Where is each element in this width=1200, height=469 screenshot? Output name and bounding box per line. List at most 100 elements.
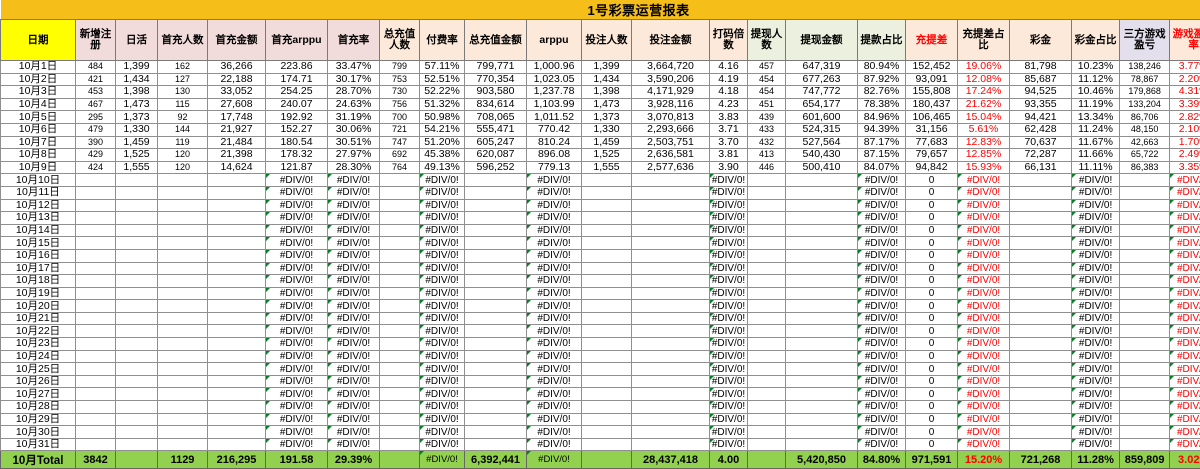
cell-prize_ratio[interactable]: #DIV/0! xyxy=(1072,401,1120,414)
cell-rec_amount[interactable] xyxy=(465,275,527,288)
cell-rw_diff_ratio[interactable]: #DIV/0! xyxy=(958,199,1010,212)
cell-date[interactable]: 10月15日 xyxy=(1,237,76,250)
cell-third_party[interactable] xyxy=(1120,199,1170,212)
total-cell-prize[interactable]: 721,268 xyxy=(1010,451,1072,469)
cell-wd_amount[interactable] xyxy=(786,275,858,288)
cell-fc_arppu[interactable]: #DIV/0! xyxy=(266,174,328,187)
cell-code_mult[interactable]: 4.16 xyxy=(710,61,748,74)
cell-wd_ratio[interactable]: 84.96% xyxy=(858,111,906,124)
cell-profit_rate[interactable]: #DIV/0! xyxy=(1170,287,1200,300)
table-row[interactable]: 10月20日#DIV/0!#DIV/0!#DIV/0!#DIV/0!#DIV/0… xyxy=(1,300,1200,313)
cell-wd_ratio[interactable]: #DIV/0! xyxy=(858,237,906,250)
cell-fc_amount[interactable] xyxy=(208,249,266,262)
cell-wd_users[interactable] xyxy=(748,249,786,262)
cell-fc_users[interactable]: 130 xyxy=(158,86,208,99)
cell-wd_users[interactable]: 439 xyxy=(748,111,786,124)
cell-date[interactable]: 10月16日 xyxy=(1,249,76,262)
cell-arppu[interactable]: #DIV/0! xyxy=(527,287,582,300)
cell-prize_ratio[interactable]: 10.46% xyxy=(1072,86,1120,99)
cell-fc_rate[interactable]: #DIV/0! xyxy=(328,375,380,388)
cell-rw_diff_ratio[interactable]: 12.83% xyxy=(958,136,1010,149)
cell-rec_users[interactable] xyxy=(380,224,420,237)
cell-fc_arppu[interactable]: #DIV/0! xyxy=(266,401,328,414)
cell-bet_amount[interactable]: 3,664,720 xyxy=(632,61,710,74)
cell-pay_rate[interactable]: 51.20% xyxy=(420,136,465,149)
cell-pay_rate[interactable]: 57.11% xyxy=(420,61,465,74)
cell-bet_amount[interactable] xyxy=(632,237,710,250)
cell-fc_rate[interactable]: #DIV/0! xyxy=(328,262,380,275)
cell-fc_arppu[interactable]: #DIV/0! xyxy=(266,212,328,225)
cell-fc_arppu[interactable]: #DIV/0! xyxy=(266,275,328,288)
cell-profit_rate[interactable]: #DIV/0! xyxy=(1170,438,1200,451)
cell-wd_amount[interactable]: 527,564 xyxy=(786,136,858,149)
cell-bet_users[interactable] xyxy=(582,363,632,376)
total-cell-fc_rate[interactable]: 29.39% xyxy=(328,451,380,469)
cell-prize[interactable] xyxy=(1010,224,1072,237)
cell-date[interactable]: 10月29日 xyxy=(1,413,76,426)
cell-dau[interactable] xyxy=(116,186,158,199)
cell-fc_users[interactable] xyxy=(158,338,208,351)
cell-rec_users[interactable] xyxy=(380,275,420,288)
cell-rec_amount[interactable] xyxy=(465,287,527,300)
cell-code_mult[interactable]: #DIV/0! xyxy=(710,312,748,325)
cell-profit_rate[interactable]: #DIV/0! xyxy=(1170,312,1200,325)
cell-bet_amount[interactable] xyxy=(632,312,710,325)
column-header-third_party[interactable]: 三方游戏盈亏 xyxy=(1120,20,1170,61)
cell-rw_diff_ratio[interactable]: 15.04% xyxy=(958,111,1010,124)
column-header-code_mult[interactable]: 打码倍数 xyxy=(710,20,748,61)
cell-fc_arppu[interactable]: #DIV/0! xyxy=(266,237,328,250)
cell-prize_ratio[interactable]: #DIV/0! xyxy=(1072,186,1120,199)
cell-pay_rate[interactable]: #DIV/0! xyxy=(420,249,465,262)
cell-code_mult[interactable]: #DIV/0! xyxy=(710,426,748,439)
cell-dau[interactable]: 1,399 xyxy=(116,61,158,74)
cell-arppu[interactable]: #DIV/0! xyxy=(527,262,582,275)
cell-prize_ratio[interactable]: #DIV/0! xyxy=(1072,300,1120,313)
cell-prize_ratio[interactable]: #DIV/0! xyxy=(1072,375,1120,388)
cell-fc_arppu[interactable]: #DIV/0! xyxy=(266,262,328,275)
cell-prize[interactable] xyxy=(1010,186,1072,199)
cell-fc_rate[interactable]: #DIV/0! xyxy=(328,275,380,288)
cell-fc_rate[interactable]: 33.47% xyxy=(328,61,380,74)
cell-bet_users[interactable] xyxy=(582,426,632,439)
cell-wd_amount[interactable] xyxy=(786,237,858,250)
cell-profit_rate[interactable]: #DIV/0! xyxy=(1170,350,1200,363)
table-row[interactable]: 10月27日#DIV/0!#DIV/0!#DIV/0!#DIV/0!#DIV/0… xyxy=(1,388,1200,401)
cell-wd_users[interactable] xyxy=(748,174,786,187)
cell-third_party[interactable] xyxy=(1120,375,1170,388)
table-row[interactable]: 10月22日#DIV/0!#DIV/0!#DIV/0!#DIV/0!#DIV/0… xyxy=(1,325,1200,338)
table-row[interactable]: 10月24日#DIV/0!#DIV/0!#DIV/0!#DIV/0!#DIV/0… xyxy=(1,350,1200,363)
cell-fc_amount[interactable] xyxy=(208,312,266,325)
cell-wd_ratio[interactable]: #DIV/0! xyxy=(858,262,906,275)
cell-date[interactable]: 10月1日 xyxy=(1,61,76,74)
cell-wd_amount[interactable] xyxy=(786,224,858,237)
total-cell-wd_users[interactable] xyxy=(748,451,786,469)
cell-prize[interactable] xyxy=(1010,363,1072,376)
cell-bet_amount[interactable] xyxy=(632,300,710,313)
cell-fc_amount[interactable]: 33,052 xyxy=(208,86,266,99)
cell-pay_rate[interactable]: 45.38% xyxy=(420,149,465,162)
cell-fc_amount[interactable] xyxy=(208,426,266,439)
cell-bet_amount[interactable]: 2,503,751 xyxy=(632,136,710,149)
cell-fc_rate[interactable]: 30.06% xyxy=(328,123,380,136)
cell-fc_amount[interactable] xyxy=(208,300,266,313)
cell-bet_users[interactable] xyxy=(582,375,632,388)
cell-arppu[interactable]: #DIV/0! xyxy=(527,237,582,250)
cell-third_party[interactable] xyxy=(1120,325,1170,338)
cell-rw_diff_ratio[interactable]: #DIV/0! xyxy=(958,237,1010,250)
cell-fc_rate[interactable]: #DIV/0! xyxy=(328,401,380,414)
cell-prize[interactable] xyxy=(1010,300,1072,313)
column-header-prize[interactable]: 彩金 xyxy=(1010,20,1072,61)
cell-arppu[interactable]: #DIV/0! xyxy=(527,300,582,313)
cell-rec_users[interactable] xyxy=(380,426,420,439)
cell-profit_rate[interactable]: #DIV/0! xyxy=(1170,224,1200,237)
cell-pay_rate[interactable]: #DIV/0! xyxy=(420,186,465,199)
cell-wd_users[interactable] xyxy=(748,350,786,363)
cell-bet_users[interactable]: 1,373 xyxy=(582,111,632,124)
cell-wd_ratio[interactable]: #DIV/0! xyxy=(858,375,906,388)
cell-prize[interactable]: 94,421 xyxy=(1010,111,1072,124)
cell-rec_users[interactable]: 700 xyxy=(380,111,420,124)
cell-newreg[interactable]: 484 xyxy=(76,61,116,74)
cell-rec_users[interactable] xyxy=(380,325,420,338)
cell-fc_users[interactable]: 119 xyxy=(158,136,208,149)
cell-dau[interactable] xyxy=(116,401,158,414)
